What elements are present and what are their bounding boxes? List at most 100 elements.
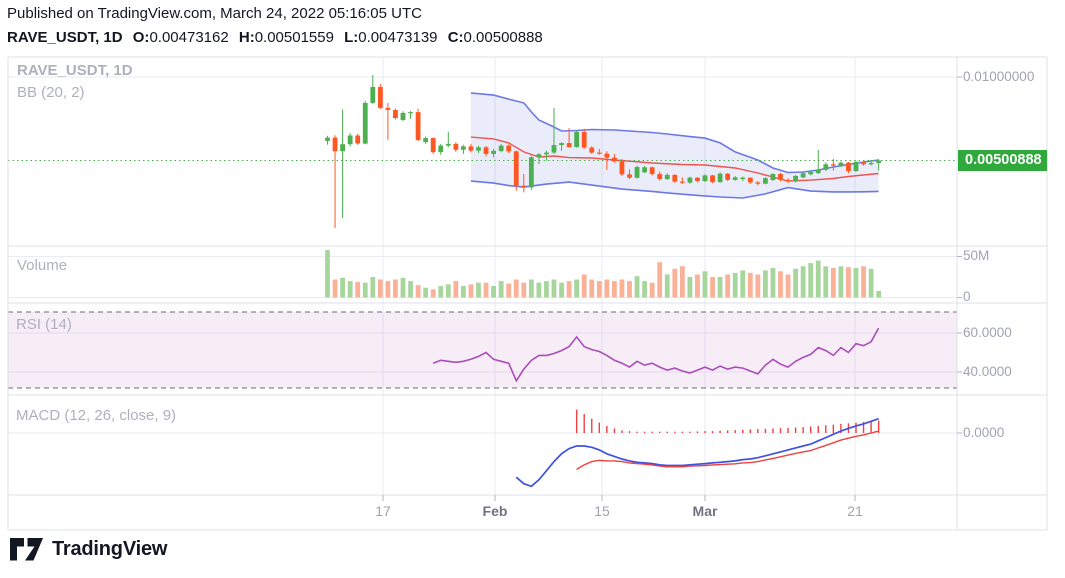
volume-bar	[710, 277, 715, 298]
volume-bar	[589, 279, 595, 298]
candle-body	[876, 160, 882, 163]
volume-bar	[445, 284, 451, 298]
volume-bar	[793, 268, 798, 298]
candle-body	[453, 143, 459, 150]
volume-bar	[430, 289, 436, 298]
candle-body	[679, 181, 685, 183]
volume-bar	[332, 279, 338, 298]
candle-body	[627, 174, 632, 178]
volume-bar	[695, 274, 700, 298]
volume-bar	[770, 268, 776, 298]
candle-body	[445, 143, 451, 146]
rsi-band-fill	[8, 312, 957, 388]
volume-bar	[679, 266, 685, 298]
candle-body	[695, 177, 700, 181]
pane-main-title: RAVE_USDT, 1D	[17, 62, 133, 79]
candle-body	[513, 151, 519, 186]
volume-bar	[574, 279, 580, 298]
candle-body	[385, 107, 391, 110]
candle-body	[476, 147, 481, 151]
volume-bar	[528, 279, 534, 298]
volume-axis-tick-0: 0	[963, 289, 971, 304]
candle-body	[347, 135, 353, 145]
volume-bar	[868, 268, 874, 298]
volume-bar	[672, 268, 678, 298]
volume-bar	[551, 279, 557, 298]
candle-body	[815, 169, 821, 174]
rsi-axis-tick-60: 60.0000	[963, 325, 1012, 340]
candle-body	[498, 145, 504, 151]
symbol-ohlc-line: RAVE_USDT, 1D O:0.00473162 H:0.00501559 …	[7, 29, 543, 46]
volume-bar	[725, 274, 731, 298]
volume-bar	[687, 277, 693, 298]
time-tick-21: 21	[847, 503, 863, 519]
volume-bar	[642, 281, 647, 298]
bb-lower-line	[470, 180, 879, 199]
volume-bar	[702, 271, 708, 298]
volume-bar	[830, 268, 836, 298]
volume-bar	[521, 282, 527, 298]
candle-body	[400, 113, 406, 120]
volume-bar	[393, 279, 398, 298]
volume-bar	[513, 279, 519, 298]
volume-bar	[566, 281, 572, 298]
volume-bar	[355, 281, 361, 298]
candle-body	[423, 138, 429, 143]
volume-bar	[536, 282, 542, 298]
time-tick-15: 15	[594, 503, 610, 519]
candle-body	[868, 163, 874, 165]
volume-bar	[657, 262, 663, 298]
volume-bar	[400, 277, 406, 298]
volume-bar	[815, 260, 821, 298]
ohlc-low: L:0.00473139	[344, 29, 438, 46]
rsi-line	[432, 327, 880, 383]
candle-body	[483, 147, 489, 154]
candle-body	[770, 174, 776, 180]
candle-body	[793, 176, 798, 182]
ohlc-high: H:0.00501559	[238, 29, 334, 46]
volume-bar	[808, 263, 814, 298]
volume-bar	[498, 281, 504, 298]
volume-bar	[823, 266, 829, 298]
candle-body	[657, 174, 663, 179]
volume-bar	[627, 281, 632, 298]
candle-body	[559, 143, 564, 146]
candle-body	[551, 145, 557, 153]
volume-bar	[876, 290, 882, 298]
candle-body	[362, 102, 368, 144]
volume-bar	[347, 281, 353, 298]
candle-body	[800, 173, 806, 178]
candle-body	[415, 112, 421, 140]
candle-body	[566, 143, 572, 148]
macd-signal-line	[576, 430, 879, 471]
volume-bar	[506, 283, 512, 298]
candle-body	[649, 167, 655, 174]
volume-bar	[763, 270, 768, 298]
candle-body	[830, 164, 836, 166]
volume-bar	[596, 281, 602, 298]
candle-body	[717, 173, 723, 183]
volume-bar	[740, 270, 746, 298]
volume-bar	[559, 282, 564, 298]
tradingview-logo-icon	[10, 538, 43, 561]
candle-body	[589, 147, 595, 153]
volume-bar	[438, 286, 444, 298]
volume-bar	[861, 266, 866, 298]
candle-body	[574, 131, 580, 148]
candle-body	[861, 162, 866, 165]
volume-bar	[544, 281, 549, 298]
pane-volume-label: Volume	[17, 257, 68, 274]
candle-body	[664, 174, 670, 180]
candle-body	[528, 157, 534, 188]
candle-body	[702, 175, 708, 182]
rsi-axis-tick-40: 40.0000	[963, 364, 1012, 379]
candle-body	[596, 152, 602, 154]
candle-body	[370, 87, 376, 103]
volume-bar	[581, 274, 587, 298]
candle-body	[408, 112, 413, 114]
volume-bar	[800, 266, 806, 298]
candle-body	[725, 173, 731, 180]
candle-body	[612, 157, 617, 162]
volume-bar	[370, 277, 376, 298]
volume-bar	[476, 282, 481, 298]
